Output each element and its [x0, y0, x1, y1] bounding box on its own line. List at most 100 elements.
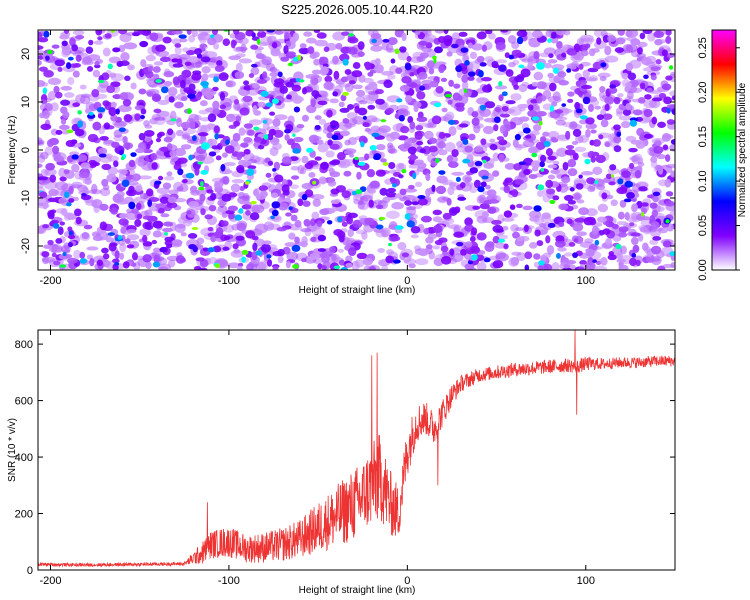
heatmap-cell	[392, 259, 401, 264]
heatmap-cell	[227, 205, 239, 212]
heatmap-cell	[476, 262, 487, 270]
heatmap-cell	[552, 160, 560, 166]
heatmap-cell	[341, 221, 348, 227]
heatmap-cell	[569, 51, 577, 56]
heatmap-cell	[481, 44, 487, 52]
heatmap-cell	[443, 34, 453, 44]
heatmap-cell	[590, 129, 597, 134]
heatmap-cell	[288, 232, 296, 240]
heatmap-cell	[45, 55, 50, 61]
heatmap-cell	[187, 93, 196, 99]
heatmap-cell	[604, 103, 610, 112]
heatmap-cell	[200, 142, 210, 150]
heatmap-cell	[300, 228, 312, 233]
heatmap-cell	[374, 58, 381, 65]
heatmap-cell	[528, 174, 538, 179]
heatmap-cell	[65, 62, 72, 69]
heatmap-cell	[310, 218, 316, 227]
heatmap-cell	[668, 65, 674, 70]
heatmap-cell	[346, 103, 354, 110]
heatmap-cell	[267, 160, 274, 166]
heatmap-cell	[186, 210, 192, 215]
heatmap-cell	[518, 64, 525, 69]
heatmap-cell	[177, 216, 189, 224]
heatmap-cell	[313, 30, 321, 34]
heatmap-cell	[108, 107, 117, 117]
heatmap-cell	[227, 262, 241, 269]
heatmap-cell	[67, 77, 75, 86]
heatmap-cell	[92, 121, 102, 131]
heatmap-cell	[471, 117, 480, 126]
heatmap-cell	[469, 185, 478, 194]
heatmap-cell	[484, 101, 496, 109]
heatmap-cell	[652, 191, 661, 197]
heatmap-cell	[77, 110, 82, 115]
heatmap-cell	[390, 58, 396, 64]
heatmap-cell	[196, 53, 203, 59]
heatmap-cell	[245, 230, 256, 239]
heatmap-cell	[98, 153, 107, 158]
heatmap-cell	[480, 181, 487, 188]
heatmap-cell	[536, 190, 544, 198]
heatmap-cell	[592, 259, 597, 263]
heatmap-cell	[170, 118, 177, 122]
heatmap-cell	[571, 192, 583, 200]
heatmap-cell	[177, 157, 188, 164]
heatmap-cell	[236, 222, 247, 232]
heatmap-cell	[331, 254, 337, 262]
heatmap-cell	[503, 210, 513, 218]
heatmap-cell	[258, 30, 264, 33]
heatmap-cell	[329, 171, 341, 178]
heatmap-cell	[354, 105, 360, 114]
heatmap-cell	[68, 185, 74, 195]
heatmap-cell	[220, 220, 229, 227]
heatmap-cell	[272, 266, 279, 270]
heatmap-cell	[222, 176, 230, 185]
heatmap-cell	[407, 184, 415, 190]
heatmap-cell	[669, 251, 675, 256]
heatmap-cell	[471, 111, 479, 118]
heatmap-cell	[126, 229, 137, 234]
heatmap-cell	[580, 50, 589, 57]
heatmap-cell	[314, 156, 322, 161]
heatmap-cell	[138, 88, 147, 95]
heatmap-cell	[385, 255, 395, 264]
heatmap-cell	[41, 251, 50, 258]
heatmap-cell	[556, 147, 568, 157]
heatmap-cell	[477, 186, 485, 193]
heatmap-cell	[213, 181, 220, 189]
heatmap-cell	[309, 52, 318, 60]
heatmap-cell	[337, 216, 343, 223]
heatmap-cell	[330, 199, 340, 205]
heatmap-cell	[153, 61, 164, 66]
heatmap-cell	[152, 261, 161, 268]
heatmap-cell	[635, 259, 641, 267]
heatmap-cell	[207, 37, 217, 46]
heatmap-cell	[569, 121, 578, 129]
heatmap-cell	[142, 148, 153, 154]
heatmap-cell	[352, 61, 361, 70]
heatmap-cell	[664, 154, 671, 162]
heatmap-cell	[646, 87, 653, 93]
heatmap-cell	[299, 79, 305, 83]
heatmap-cell	[342, 58, 349, 66]
heatmap-cell	[481, 175, 489, 180]
heatmap-cell	[223, 162, 236, 167]
heatmap-cell	[140, 115, 145, 120]
heatmap-cell	[38, 139, 45, 145]
heatmap-cell	[665, 35, 672, 44]
heatmap-cell	[225, 139, 230, 145]
heatmap-cell	[420, 215, 432, 223]
heatmap-cell	[600, 256, 608, 266]
heatmap-cell	[375, 128, 388, 134]
heatmap-cell	[265, 102, 273, 108]
heatmap-cell	[579, 259, 588, 266]
heatmap-cell	[324, 75, 333, 83]
heatmap-cell	[650, 245, 662, 255]
heatmap-cell	[569, 187, 575, 192]
heatmap-cell	[564, 149, 576, 156]
heatmap-cell	[625, 30, 633, 38]
heatmap-cell	[631, 236, 639, 246]
heatmap-cell	[482, 159, 487, 164]
heatmap-cell	[584, 43, 591, 49]
